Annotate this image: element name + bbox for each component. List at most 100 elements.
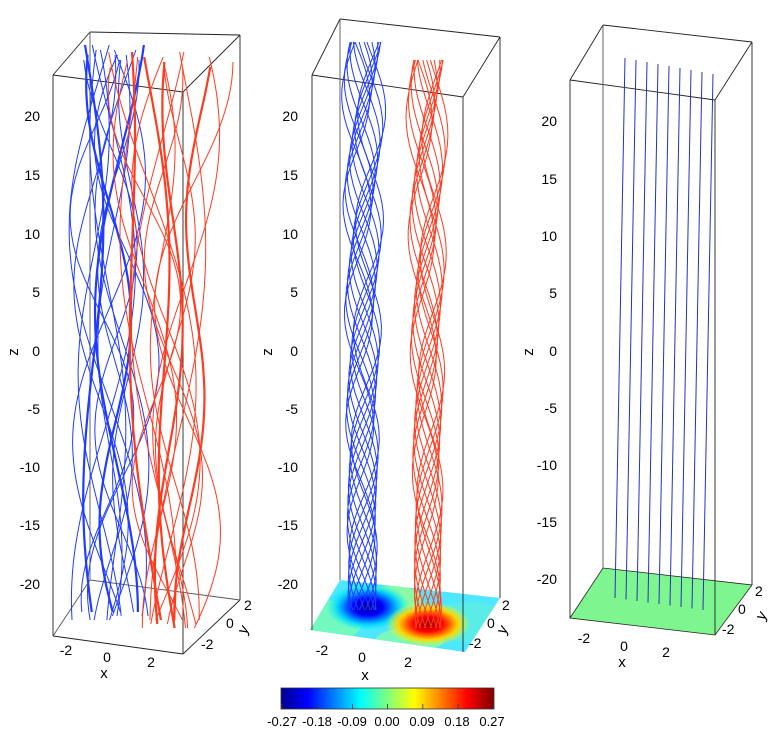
z-tick-label: -15 [278, 517, 298, 533]
flux-line-blue [346, 41, 377, 611]
flux-line-red [415, 59, 444, 629]
flux-line-straight [614, 57, 626, 599]
z-axis: 20 15 10 5 0 -5 -10 -15 -20 z [259, 108, 298, 592]
box-frame [569, 24, 753, 635]
colorbar-tick-label: -0.18 [302, 714, 332, 729]
flux-line-red [414, 59, 445, 629]
flux-line-blue [350, 41, 387, 611]
z-tick-label: 20 [541, 113, 557, 129]
flux-line-red [411, 59, 442, 629]
z-tick-label: 5 [549, 285, 557, 301]
y-axis-label: y [493, 622, 512, 637]
flux-line-red [409, 59, 441, 629]
z-tick-label: -10 [20, 459, 40, 475]
y-tick-label: 2 [502, 597, 510, 613]
z-tick-label: 0 [290, 343, 298, 359]
flux-line-red [131, 56, 201, 621]
z-tick-label: -10 [537, 457, 557, 473]
flux-line-red [408, 59, 440, 629]
flux-lines-red [405, 59, 449, 629]
flux-line-straight [625, 59, 637, 600]
y-tick-label: -2 [722, 621, 735, 637]
flux-line-blue [348, 41, 385, 611]
flux-line-red [405, 59, 439, 629]
flux-line-red [153, 61, 184, 625]
x-tick-label: -2 [60, 642, 73, 658]
y-tick-label: 0 [487, 615, 495, 631]
colorbar-ticks [281, 704, 494, 709]
x-axis-label: x [361, 667, 369, 684]
z-tick-label: 20 [282, 108, 298, 124]
z-tick-label: -15 [20, 517, 40, 533]
colorbar-tick-label: -0.27 [267, 714, 297, 729]
x-tick-label: 2 [147, 654, 155, 670]
flux-line-red [149, 61, 200, 620]
x-axis: -2 0 2 x [316, 642, 412, 684]
z-tick-label: -5 [28, 401, 41, 417]
z-axis-label: z [520, 348, 537, 356]
x-axis: -2 0 2 x [60, 642, 155, 682]
y-tick-label: 0 [738, 601, 746, 617]
z-tick-label: 15 [24, 167, 40, 183]
flux-line-blue [348, 41, 382, 611]
y-axis: -2 0 2 y [201, 597, 253, 652]
z-axis: 20 15 10 5 0 -5 -10 -15 -20 z [5, 108, 40, 592]
box-frame [311, 18, 501, 652]
flux-line-blue [93, 44, 145, 613]
y-tick-label: -2 [469, 635, 482, 651]
z-axis-label: z [5, 348, 22, 356]
panel-left: 20 15 10 5 0 -5 -10 -15 -20 z -2 0 2 x -… [5, 31, 253, 682]
flux-line-blue [112, 59, 145, 613]
z-tick-label: -10 [278, 459, 298, 475]
z-tick-label: -5 [545, 400, 558, 416]
flux-line-blue [343, 41, 376, 611]
x-axis-label: x [100, 665, 108, 682]
z-tick-label: -20 [278, 576, 298, 592]
panel-right: 20 15 10 5 0 -5 -10 -15 -20 z -2 0 2 x -… [520, 24, 771, 671]
flux-lines-red [107, 51, 234, 629]
colorbar: -0.27 -0.18 -0.09 0.00 0.09 0.18 0.27 [267, 687, 505, 729]
z-tick-label: -5 [286, 401, 299, 417]
flux-line-red [410, 59, 441, 629]
panel-middle: 20 15 10 5 0 -5 -10 -15 -20 z -2 0 2 x -… [259, 18, 512, 684]
z-tick-label: 0 [549, 343, 557, 359]
z-tick-label: 0 [32, 343, 40, 359]
x-tick-label: 2 [404, 654, 412, 670]
z-tick-label: 10 [541, 228, 557, 244]
flux-line-blue [347, 41, 382, 611]
z-tick-label: 5 [290, 284, 298, 300]
flux-lines-blue [68, 44, 160, 621]
flux-line-red [414, 59, 447, 629]
flux-line-red [152, 56, 221, 625]
x-tick-label: 0 [103, 649, 111, 665]
x-tick-label: -2 [316, 642, 329, 658]
flux-line-red [154, 61, 234, 629]
flux-lines-blue [341, 41, 387, 611]
x-axis: -2 0 2 x [578, 630, 670, 671]
flux-line-red [416, 59, 449, 629]
flux-line-blue [73, 54, 129, 621]
flux-line-straight [647, 63, 659, 603]
z-tick-label: 10 [282, 226, 298, 242]
flux-line-blue [72, 49, 146, 613]
y-axis-label: y [234, 622, 253, 637]
x-tick-label: 2 [662, 644, 670, 660]
flux-line-red [414, 59, 443, 629]
x-tick-label: 0 [620, 638, 628, 654]
flux-line-blue [82, 44, 105, 613]
colorbar-tick-label: 0.27 [479, 714, 504, 729]
flux-line-straight [658, 65, 670, 605]
y-tick-label: 0 [226, 615, 234, 631]
flux-line-red [143, 66, 204, 625]
z-tick-label: -20 [537, 571, 557, 587]
flux-line-straight [680, 69, 692, 608]
z-tick-label: 20 [24, 108, 40, 124]
z-axis-label: z [259, 348, 276, 356]
y-tick-label: 2 [244, 597, 252, 613]
flux-line-straight [669, 67, 681, 606]
flux-line-blue [347, 41, 379, 611]
flux-lines-straight [614, 57, 714, 611]
flux-line-blue [94, 49, 150, 617]
flux-line-straight [702, 73, 714, 611]
